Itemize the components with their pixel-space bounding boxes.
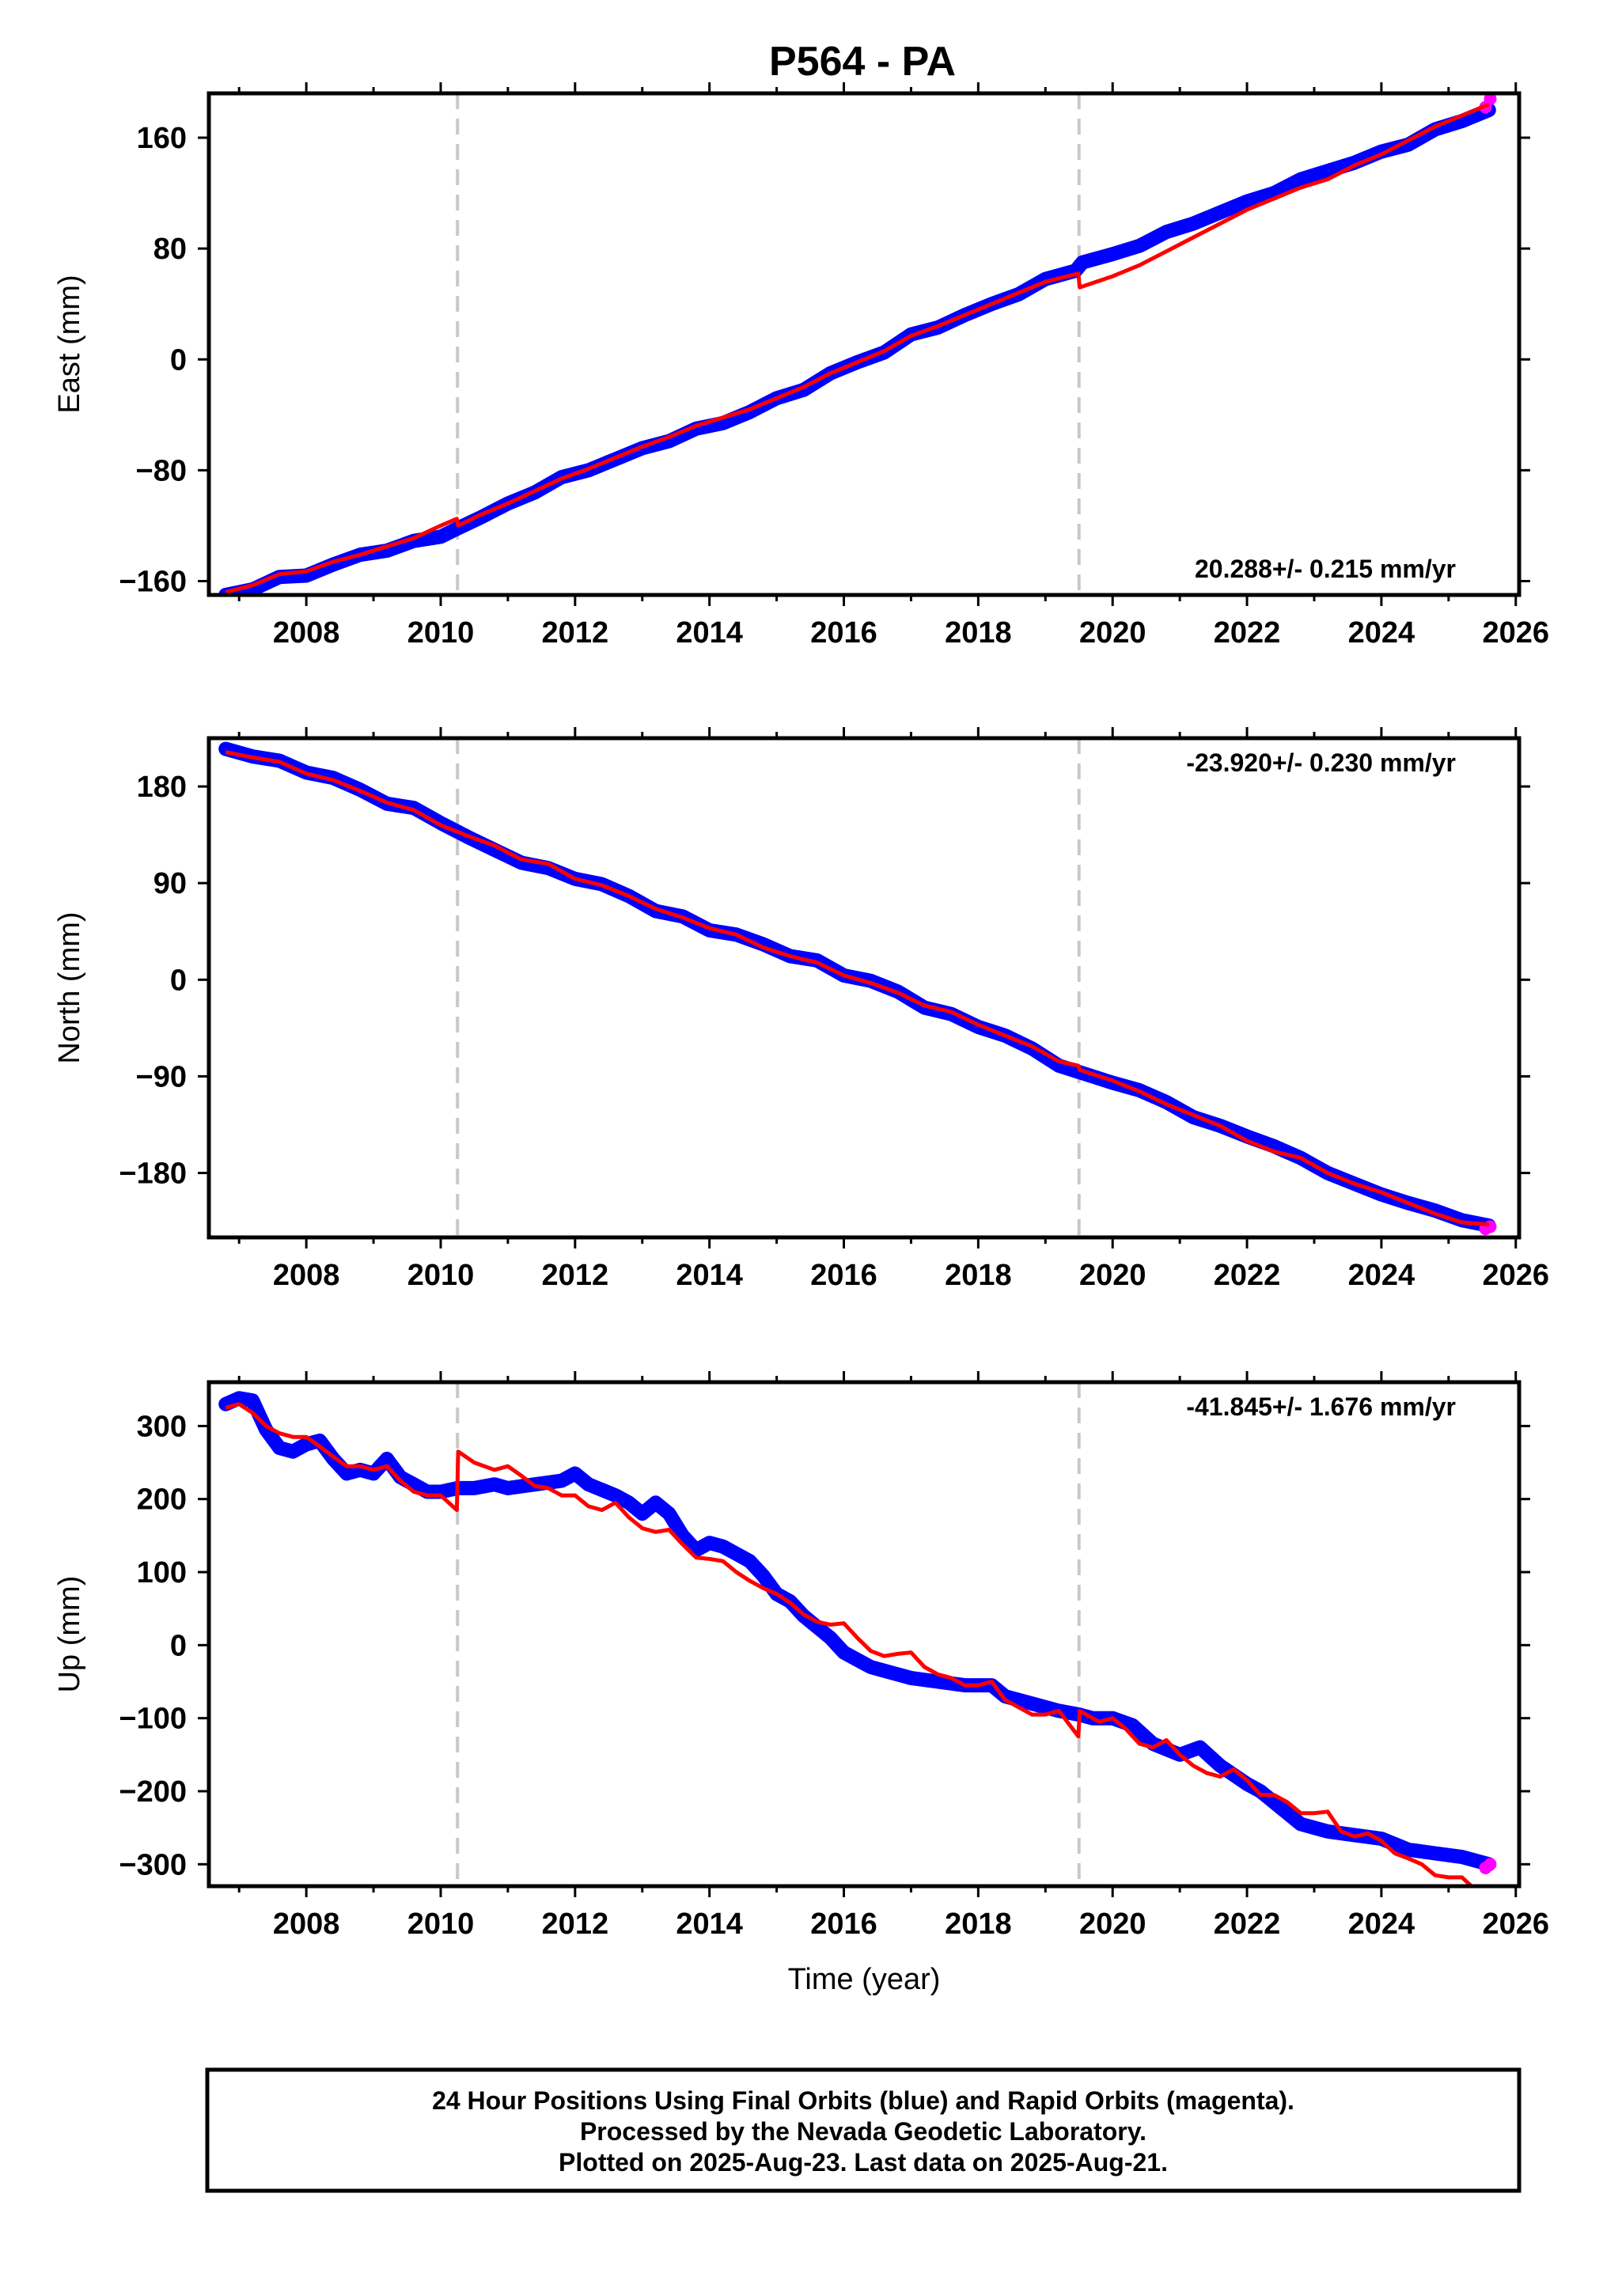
x-tick-label: 2022 [1214,616,1281,650]
footer-box: 24 Hour Positions Using Final Orbits (bl… [205,2067,1522,2193]
east-plot-area [218,93,1497,595]
x-tick-label: 2012 [542,1908,609,1941]
x-tick-label: 2014 [676,1259,743,1292]
panel-east: 2008 2010 2012 2014 2016 2018 2020 2022 2024 2026… [53,82,1549,650]
x-axis-label: Time (year) [788,1963,941,1996]
y-tick-label: 300 [137,1410,187,1443]
x-tick-label: 2024 [1348,1908,1415,1941]
x-tick-label: 2008 [273,616,340,650]
x-tick-label: 2022 [1214,1908,1281,1941]
x-tick-label: 2016 [810,1908,877,1941]
footer-frame [205,2067,1522,2193]
north-rate-label: -23.920+/- 0.230 mm/yr [1186,748,1456,777]
x-tick-label: 2022 [1214,1259,1281,1292]
y-tick-label: 0 [170,343,187,377]
y-tick-label: −160 [119,565,187,598]
up-frame [207,1380,1522,1889]
x-tick-label: 2008 [273,1908,340,1941]
x-tick-label: 2018 [945,1908,1012,1941]
north-frame [207,736,1522,1240]
footer-line-3: Plotted on 2025-Aug-23. Last data on 202… [559,2148,1168,2177]
x-tick-label: 2026 [1482,1908,1549,1941]
y-tick-label: 0 [170,1629,187,1662]
x-tick-label: 2012 [542,616,609,650]
east-frame [207,91,1522,597]
y-tick-label: −90 [136,1060,187,1093]
x-tick-label: 2020 [1079,1908,1146,1941]
east-y-axis-label: East (mm) [53,275,86,413]
north-plot-area [218,741,1497,1236]
y-tick-label: 90 [153,867,187,900]
y-tick-label: −300 [119,1848,187,1881]
figure-title: P564 - PA [769,39,956,85]
east-rapid-orbit-point [1484,93,1497,106]
y-tick-label: −100 [119,1703,187,1736]
y-tick-label: 80 [153,233,187,266]
up-plot-area [218,1391,1497,1886]
x-tick-label: 2018 [945,1259,1012,1292]
x-tick-label: 2016 [810,616,877,650]
y-tick-label: 180 [137,771,187,804]
east-rate-label: 20.288+/- 0.215 mm/yr [1195,555,1456,583]
panels-group: 2008 2010 2012 2014 2016 2018 2020 2022 2024 2026… [53,82,1549,1996]
x-tick-label: 2010 [407,616,475,650]
x-tick-label: 2016 [810,1259,877,1292]
footer-line-2: Processed by the Nevada Geodetic Laborat… [580,2117,1146,2146]
north-model-line [225,750,1489,1227]
y-tick-label: 100 [137,1556,187,1589]
x-tick-label: 2026 [1482,1259,1549,1292]
x-tick-label: 2024 [1348,616,1415,650]
east-model-line [225,102,1490,594]
y-tick-label: 0 [170,964,187,997]
y-tick-label: −180 [119,1157,187,1191]
x-tick-label: 2014 [676,1908,743,1941]
panel-north: 2008 2010 2012 2014 2016 2018 2020 2022 2024 2026… [53,727,1549,1292]
north-rapid-orbit-point [1484,1220,1497,1233]
up-y-axis-label: Up (mm) [53,1576,86,1693]
footer-line-1: 24 Hour Positions Using Final Orbits (bl… [432,2086,1294,2115]
x-tick-label: 2018 [945,616,1012,650]
x-tick-label: 2014 [676,616,743,650]
up-model-line [225,1402,1475,1886]
y-tick-label: −80 [136,454,187,487]
y-tick-label: −200 [119,1775,187,1809]
x-tick-label: 2010 [407,1908,475,1941]
x-tick-label: 2008 [273,1259,340,1292]
up-rapid-orbit-point [1484,1858,1497,1871]
y-tick-label: 200 [137,1483,187,1517]
x-tick-label: 2020 [1079,1259,1146,1292]
up-rate-label: -41.845+/- 1.676 mm/yr [1186,1392,1456,1421]
panel-up: 2008 2010 2012 2014 2016 2018 2020 2022 2024 2026… [53,1371,1549,1996]
x-tick-label: 2010 [407,1259,475,1292]
x-tick-label: 2012 [542,1259,609,1292]
up-final-orbit-series [218,1391,1496,1872]
north-y-axis-label: North (mm) [53,911,86,1063]
x-tick-label: 2024 [1348,1259,1415,1292]
y-tick-label: 160 [137,122,187,155]
x-tick-label: 2026 [1482,616,1549,650]
x-tick-label: 2020 [1079,616,1146,650]
